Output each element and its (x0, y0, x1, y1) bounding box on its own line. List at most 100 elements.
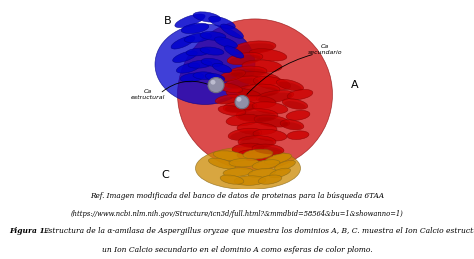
Ellipse shape (253, 129, 287, 141)
Ellipse shape (280, 120, 304, 130)
Ellipse shape (258, 93, 292, 102)
Ellipse shape (155, 24, 255, 104)
Ellipse shape (229, 158, 259, 167)
Ellipse shape (177, 19, 332, 170)
Ellipse shape (220, 175, 244, 184)
Ellipse shape (224, 46, 244, 58)
Ellipse shape (227, 53, 263, 65)
Ellipse shape (284, 101, 306, 109)
Ellipse shape (264, 154, 292, 164)
Ellipse shape (237, 97, 241, 102)
Ellipse shape (212, 63, 232, 73)
Ellipse shape (213, 151, 247, 161)
Ellipse shape (209, 16, 235, 29)
Ellipse shape (252, 102, 288, 114)
Ellipse shape (242, 60, 282, 72)
Text: un Ion Calcio secundario en el dominio A como esferas de color plomo.: un Ion Calcio secundario en el dominio A… (102, 246, 372, 254)
Ellipse shape (220, 24, 244, 38)
Ellipse shape (256, 117, 288, 127)
Ellipse shape (249, 49, 287, 61)
Ellipse shape (205, 73, 225, 82)
Ellipse shape (286, 110, 310, 120)
Ellipse shape (200, 47, 224, 55)
Text: B: B (164, 16, 172, 26)
Ellipse shape (248, 168, 276, 178)
Ellipse shape (258, 175, 282, 184)
Ellipse shape (200, 32, 226, 40)
Ellipse shape (201, 58, 223, 66)
Ellipse shape (228, 128, 262, 140)
Ellipse shape (175, 14, 205, 28)
Ellipse shape (254, 146, 282, 154)
Ellipse shape (287, 89, 313, 100)
Ellipse shape (184, 33, 212, 42)
Ellipse shape (282, 99, 308, 109)
Ellipse shape (208, 77, 224, 93)
Ellipse shape (217, 83, 243, 93)
Ellipse shape (252, 144, 284, 155)
Ellipse shape (210, 80, 216, 85)
Text: Estructura de la α-amilasa de Aspergillus oryzae que muestra los dominios A, B, : Estructura de la α-amilasa de Aspergillu… (43, 227, 474, 235)
Ellipse shape (252, 160, 280, 169)
Text: A: A (351, 80, 359, 90)
Ellipse shape (232, 143, 264, 154)
Ellipse shape (240, 138, 274, 147)
Ellipse shape (231, 68, 265, 77)
Ellipse shape (223, 101, 257, 113)
Ellipse shape (238, 136, 276, 148)
Ellipse shape (234, 176, 266, 185)
Ellipse shape (253, 76, 291, 90)
Ellipse shape (226, 114, 260, 126)
Ellipse shape (236, 72, 280, 85)
Ellipse shape (237, 149, 273, 161)
Ellipse shape (226, 88, 262, 101)
Ellipse shape (256, 90, 294, 103)
Ellipse shape (186, 48, 210, 56)
Ellipse shape (274, 160, 295, 170)
Ellipse shape (188, 60, 212, 68)
Text: Ca
secundario: Ca secundario (308, 44, 342, 55)
Ellipse shape (218, 106, 246, 116)
Ellipse shape (225, 103, 255, 112)
Ellipse shape (238, 87, 278, 97)
Ellipse shape (209, 158, 236, 169)
Ellipse shape (229, 66, 267, 78)
Ellipse shape (173, 51, 197, 62)
Ellipse shape (269, 168, 291, 178)
Ellipse shape (243, 149, 273, 159)
Ellipse shape (193, 12, 221, 22)
Ellipse shape (234, 41, 276, 54)
Ellipse shape (235, 96, 249, 109)
Ellipse shape (237, 123, 277, 135)
Ellipse shape (217, 97, 239, 104)
Ellipse shape (236, 43, 274, 53)
Ellipse shape (230, 131, 260, 140)
Ellipse shape (227, 78, 259, 88)
Ellipse shape (219, 70, 246, 81)
Text: Ref. Imagen modificada del banco de datos de proteinas para la búsqueda 6TAA: Ref. Imagen modificada del banco de dato… (90, 192, 384, 200)
Ellipse shape (195, 147, 301, 190)
Ellipse shape (223, 168, 253, 176)
Ellipse shape (225, 76, 261, 89)
Ellipse shape (215, 37, 237, 48)
Ellipse shape (176, 63, 200, 73)
Ellipse shape (276, 79, 303, 91)
Ellipse shape (278, 82, 301, 90)
Ellipse shape (234, 96, 276, 109)
Text: C: C (161, 170, 169, 180)
Ellipse shape (220, 72, 244, 81)
Ellipse shape (287, 131, 309, 140)
Ellipse shape (171, 36, 195, 49)
Ellipse shape (215, 95, 241, 104)
Ellipse shape (236, 109, 278, 122)
Ellipse shape (282, 122, 302, 130)
Ellipse shape (180, 73, 204, 82)
Text: Ca
estructural: Ca estructural (131, 89, 165, 100)
Text: (https://www.ncbi.nlm.nih.gov/Structure/icn3d/full.html?&mmdbid=58564&bu=1&showa: (https://www.ncbi.nlm.nih.gov/Structure/… (71, 210, 403, 218)
Ellipse shape (236, 84, 280, 97)
Ellipse shape (238, 111, 276, 121)
Ellipse shape (229, 55, 261, 64)
Ellipse shape (181, 23, 209, 34)
Ellipse shape (254, 115, 290, 127)
Text: Figura 1.: Figura 1. (9, 227, 50, 235)
